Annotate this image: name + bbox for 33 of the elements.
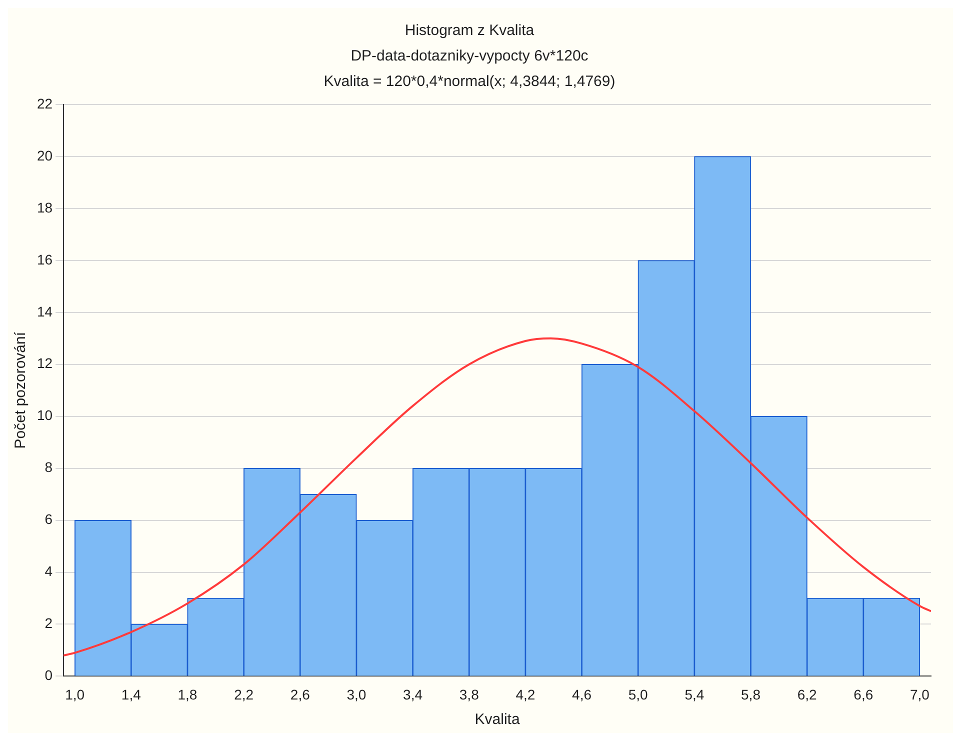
y-tick-label: 4	[44, 563, 53, 580]
x-tick-label: 3,0	[346, 686, 366, 702]
chart-title: Histogram z Kvalita	[404, 22, 535, 39]
x-tick-label: 2,2	[234, 686, 254, 702]
x-tick-label: 5,8	[741, 686, 761, 702]
x-tick-label: 1,4	[121, 686, 142, 702]
x-tick-label: 7,0	[910, 686, 930, 702]
y-tick-label: 14	[36, 303, 53, 320]
x-tick-label: 3,4	[403, 686, 423, 702]
y-axis-title: Počet pozorování	[12, 331, 30, 449]
y-tick-label: 22	[36, 95, 53, 112]
x-tick-label: 3,8	[459, 686, 480, 702]
y-tick-label: 18	[36, 199, 53, 216]
y-tick-label: 0	[44, 667, 53, 684]
x-tick-label: 6,6	[854, 686, 874, 702]
y-tick-label: 10	[36, 407, 53, 424]
y-tick-label: 16	[36, 251, 53, 268]
y-tick-label: 2	[44, 615, 53, 632]
text: Kvalita = 120*0,4*normal(x; 4,3844; 1,4769)	[324, 72, 616, 90]
x-tick-label: 5,0	[628, 686, 648, 702]
y-tick-label: 6	[44, 511, 53, 528]
y-tick-label: 8	[44, 459, 53, 476]
x-axis-title: Kvalita	[474, 711, 520, 728]
x-tick-label: 4,2	[516, 686, 536, 702]
x-tick-label: 5,4	[684, 686, 704, 702]
x-tick-label: 2,6	[290, 686, 310, 702]
y-tick-label: 12	[36, 355, 53, 372]
chart-subtitle: DP-data-dotazniky-vypocty 6v*120c	[350, 47, 589, 64]
x-tick-label: 1,8	[178, 686, 198, 702]
y-tick-label: 20	[36, 147, 53, 164]
x-tick-label: 1,0	[65, 686, 85, 702]
x-tick-label: 4,6	[572, 686, 592, 702]
x-tick-label: 6,2	[797, 686, 818, 702]
